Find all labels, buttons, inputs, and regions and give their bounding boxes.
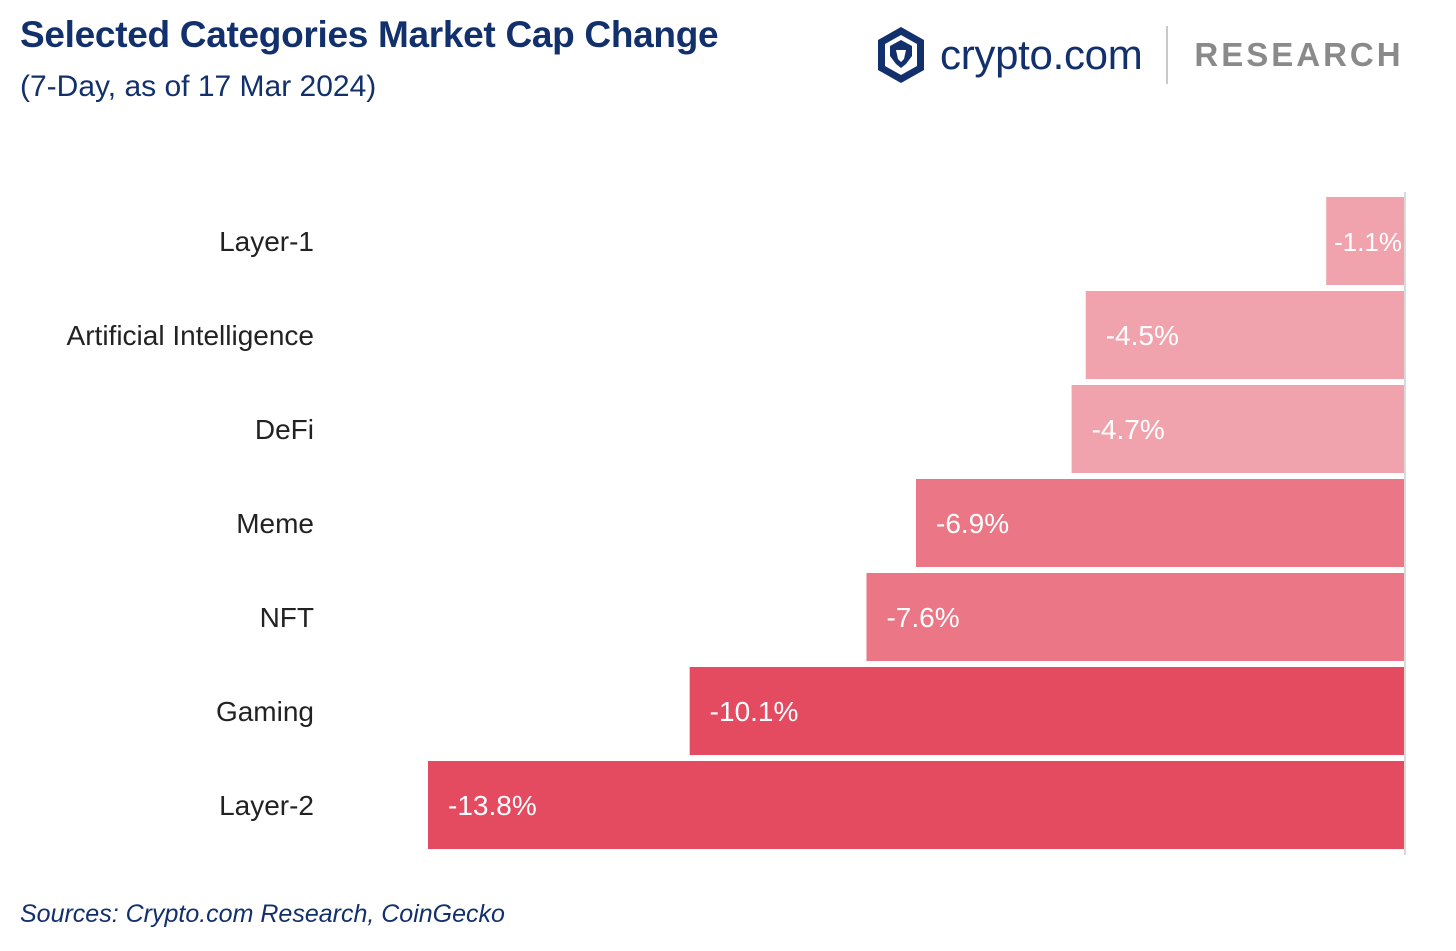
bar-value-label: -7.6% (886, 602, 959, 633)
bar-group: Layer-1 -1.1% Artificial Intelligence -4.5%… (67, 192, 1406, 855)
brand-division: RESEARCH (1194, 36, 1404, 73)
bar-value-label: -4.7% (1092, 414, 1165, 445)
bar-value-label: -13.8% (448, 790, 537, 821)
brand-name: crypto.com (940, 31, 1143, 78)
chart-subtitle: (7-Day, as of 17 Mar 2024) (20, 70, 377, 103)
chart-title: Selected Categories Market Cap Change (20, 14, 719, 55)
source-note: Sources: Crypto.com Research, CoinGecko (20, 900, 505, 928)
brand-logo: crypto.com RESEARCH (876, 20, 1404, 90)
category-label: Artificial Intelligence (67, 320, 314, 351)
brand-divider (1166, 26, 1169, 84)
category-label: DeFi (255, 414, 314, 445)
bar-layer-2 (428, 761, 1404, 849)
category-label: NFT (260, 602, 314, 633)
bar-artificial-intelligence (1085, 291, 1404, 379)
category-label: Layer-1 (219, 226, 314, 257)
bar-value-label: -6.9% (936, 508, 1009, 539)
bar-defi (1071, 385, 1404, 473)
crypto-com-lion-shield-icon (878, 27, 924, 83)
bar-value-label: -4.5% (1106, 320, 1179, 351)
bar-value-label: -1.1% (1334, 227, 1402, 257)
bar-layer-1 (1326, 197, 1404, 285)
bar-value-label: -10.1% (710, 696, 799, 727)
category-label: Meme (236, 508, 314, 539)
bar-nft (866, 573, 1404, 661)
bar-gaming (689, 667, 1404, 755)
bar-chart: Layer-1 -1.1% Artificial Intelligence -4.5%… (67, 192, 1406, 855)
bar-meme (916, 479, 1404, 567)
category-label: Gaming (216, 696, 314, 727)
category-label: Layer-2 (219, 790, 314, 821)
